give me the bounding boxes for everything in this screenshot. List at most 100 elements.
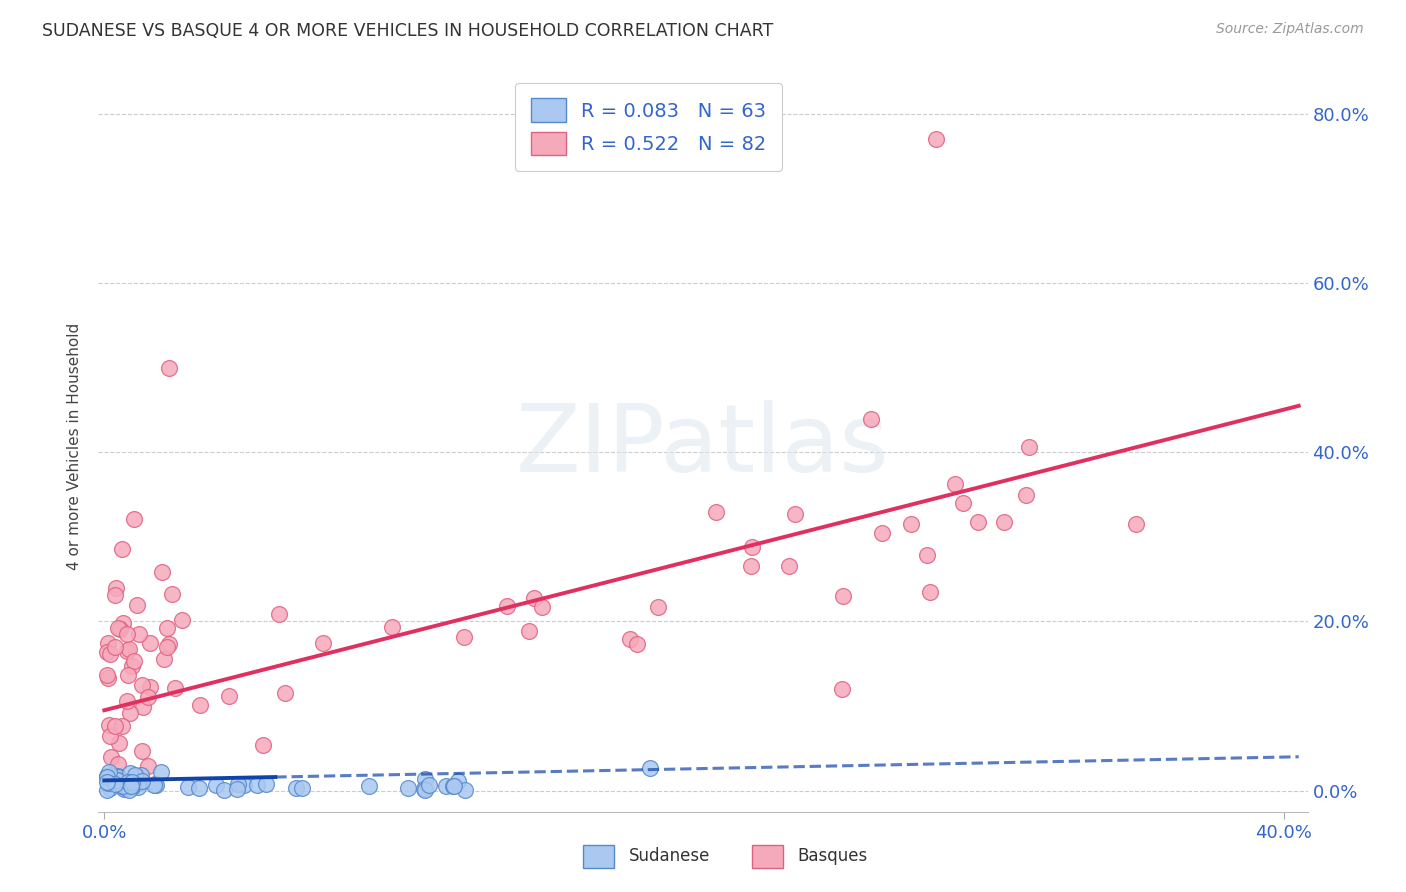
Point bbox=[274, 686, 297, 700]
Point bbox=[870, 526, 893, 541]
Point bbox=[1018, 440, 1040, 454]
Point bbox=[920, 585, 942, 599]
Point bbox=[121, 774, 143, 789]
Y-axis label: 4 or more Vehicles in Household: 4 or more Vehicles in Household bbox=[67, 322, 83, 570]
Point bbox=[100, 768, 122, 782]
Point bbox=[136, 690, 159, 704]
Point bbox=[413, 782, 436, 797]
FancyBboxPatch shape bbox=[583, 845, 614, 868]
Point bbox=[204, 778, 226, 792]
Point bbox=[98, 647, 121, 661]
Text: SUDANESE VS BASQUE 4 OR MORE VEHICLES IN HOUSEHOLD CORRELATION CHART: SUDANESE VS BASQUE 4 OR MORE VEHICLES IN… bbox=[42, 22, 773, 40]
Point bbox=[117, 775, 139, 789]
Point bbox=[98, 729, 121, 743]
Point bbox=[993, 515, 1015, 529]
Point bbox=[160, 587, 183, 601]
Point bbox=[142, 778, 165, 792]
Point bbox=[157, 637, 180, 651]
Point bbox=[98, 718, 121, 732]
Point bbox=[104, 640, 127, 654]
Point bbox=[413, 782, 436, 797]
Point bbox=[860, 411, 883, 425]
Point bbox=[127, 780, 149, 794]
Point bbox=[496, 599, 519, 614]
Point bbox=[121, 780, 143, 794]
Point bbox=[233, 778, 256, 792]
Point bbox=[153, 652, 176, 666]
Point bbox=[131, 678, 153, 692]
Point bbox=[121, 659, 143, 673]
Point bbox=[105, 581, 128, 595]
Point bbox=[96, 645, 118, 659]
Point bbox=[212, 782, 235, 797]
Point bbox=[131, 768, 153, 782]
Text: Sudanese: Sudanese bbox=[628, 847, 710, 865]
Point bbox=[523, 591, 546, 605]
Point bbox=[112, 776, 135, 790]
Point bbox=[434, 780, 457, 794]
Point bbox=[125, 598, 148, 612]
Point bbox=[447, 774, 470, 789]
Point bbox=[100, 750, 122, 764]
Point bbox=[381, 620, 404, 634]
Point bbox=[145, 778, 167, 792]
Point bbox=[163, 681, 186, 695]
Point bbox=[118, 766, 141, 780]
Point bbox=[104, 777, 127, 791]
Point bbox=[122, 512, 145, 526]
Point bbox=[111, 616, 134, 631]
Point bbox=[97, 636, 120, 650]
Point bbox=[312, 636, 335, 650]
Point bbox=[252, 738, 274, 752]
Point bbox=[149, 764, 172, 779]
Point bbox=[124, 768, 146, 782]
Point bbox=[900, 517, 922, 532]
Point bbox=[108, 772, 131, 787]
Point bbox=[117, 667, 139, 681]
Point bbox=[785, 507, 807, 521]
Point bbox=[157, 360, 180, 375]
Point bbox=[177, 780, 200, 795]
Point bbox=[925, 132, 948, 146]
Point bbox=[1125, 516, 1147, 531]
Point bbox=[1014, 488, 1036, 502]
Point bbox=[107, 770, 129, 784]
Point bbox=[441, 779, 464, 793]
Point bbox=[740, 559, 762, 574]
Point bbox=[152, 565, 174, 579]
Point bbox=[156, 622, 179, 636]
Point bbox=[115, 627, 138, 641]
Point bbox=[125, 770, 148, 784]
Point bbox=[188, 780, 211, 795]
Point bbox=[96, 768, 118, 782]
Point bbox=[246, 778, 269, 792]
Point bbox=[105, 772, 128, 787]
Point bbox=[626, 637, 648, 651]
Point bbox=[97, 671, 120, 685]
Point bbox=[111, 719, 134, 733]
Point bbox=[111, 542, 134, 557]
Point bbox=[647, 599, 669, 614]
Point bbox=[952, 496, 974, 510]
Point bbox=[118, 782, 141, 797]
Point bbox=[156, 640, 179, 654]
Point bbox=[132, 700, 155, 714]
Point bbox=[453, 630, 475, 644]
Point bbox=[96, 774, 118, 789]
Point bbox=[517, 624, 540, 638]
Point bbox=[122, 777, 145, 791]
Point bbox=[118, 706, 141, 720]
Point bbox=[103, 771, 125, 785]
Point bbox=[832, 589, 855, 603]
Point bbox=[443, 780, 465, 794]
Point bbox=[98, 764, 121, 779]
Point bbox=[454, 782, 477, 797]
Point bbox=[131, 744, 153, 758]
Point bbox=[966, 515, 988, 529]
Point bbox=[110, 622, 132, 636]
Point bbox=[418, 778, 440, 792]
Point bbox=[226, 777, 249, 791]
Point bbox=[115, 643, 138, 657]
Point bbox=[96, 770, 118, 784]
Point bbox=[108, 772, 131, 787]
